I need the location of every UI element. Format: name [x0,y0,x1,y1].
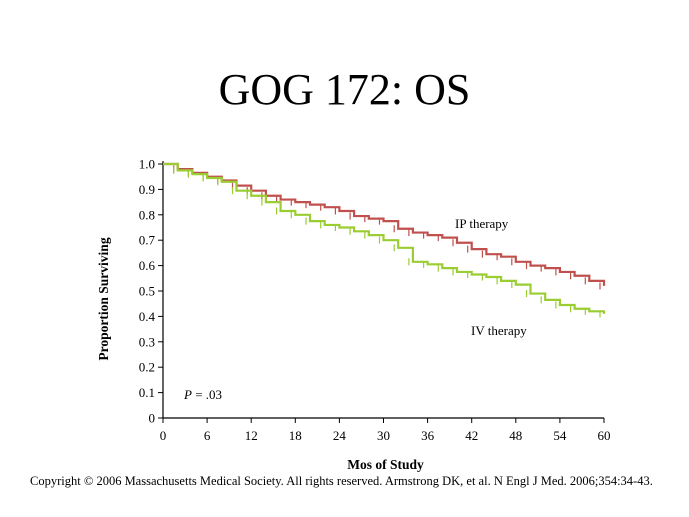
y-tick-label: 0.8 [139,207,155,222]
y-tick-label: 1.0 [139,157,155,172]
x-axis-title: Mos of Study [347,457,424,472]
x-tick-label: 30 [377,428,390,443]
y-tick-label: 0.7 [139,233,156,248]
y-tick-label: 0.1 [139,385,155,400]
x-tick-label: 24 [333,428,347,443]
chart-labels: 0 0.1 0.2 0.3 0.4 0.5 0.6 0.7 0.8 0.9 1.0 0 6 12 18 24 3… [96,157,611,473]
chart-series [163,162,606,318]
x-tick-label: 12 [245,428,258,443]
y-tick-label: 0.2 [139,360,155,375]
copyright-notice: Copyright © 2006 Massachusetts Medical S… [30,474,653,488]
x-tick-label: 18 [289,428,302,443]
y-tick-label: 0.3 [139,334,155,349]
x-tick-label: 36 [421,428,435,443]
p-value: = .03 [192,387,222,402]
slide-title: GOG 172: OS [218,65,471,114]
y-axis-title: Proportion Surviving [96,237,111,360]
y-tick-label: 0.6 [139,258,156,273]
x-tick-label: 42 [465,428,478,443]
x-tick-label: 48 [509,428,522,443]
y-tick-label: 0.5 [139,284,155,299]
y-tick-label: 0 [149,411,156,426]
series-line-iv [163,162,606,314]
y-tick-label: 0.9 [139,182,155,197]
p-value-annotation: P = .03 [183,387,222,402]
x-tick-label: 0 [160,428,167,443]
series-label: IV therapy [471,323,527,338]
x-tick-label: 6 [204,428,211,443]
chart-axes [158,161,605,423]
x-tick-label: 54 [553,428,567,443]
x-tick-label: 60 [598,428,611,443]
series-label: IP therapy [455,216,509,231]
y-tick-label: 0.4 [139,309,156,324]
p-symbol: P [183,387,192,402]
